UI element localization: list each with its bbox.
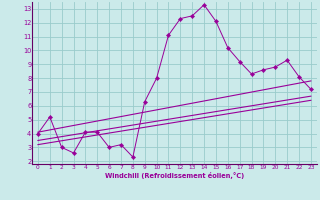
X-axis label: Windchill (Refroidissement éolien,°C): Windchill (Refroidissement éolien,°C) (105, 172, 244, 179)
